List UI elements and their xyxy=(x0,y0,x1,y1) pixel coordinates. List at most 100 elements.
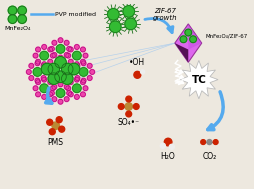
Circle shape xyxy=(64,53,69,57)
Circle shape xyxy=(40,84,48,93)
Circle shape xyxy=(67,91,71,95)
Circle shape xyxy=(40,51,48,60)
Circle shape xyxy=(72,84,81,93)
Circle shape xyxy=(36,47,40,52)
Text: •OH: •OH xyxy=(129,58,145,67)
Polygon shape xyxy=(174,43,187,62)
Circle shape xyxy=(133,71,140,78)
Circle shape xyxy=(125,111,131,117)
Circle shape xyxy=(61,63,73,75)
Text: PVP modified: PVP modified xyxy=(55,12,96,17)
Circle shape xyxy=(48,73,59,84)
Polygon shape xyxy=(174,24,201,62)
Circle shape xyxy=(48,59,53,64)
Circle shape xyxy=(179,36,186,43)
Circle shape xyxy=(48,80,53,84)
Circle shape xyxy=(80,59,85,64)
Circle shape xyxy=(83,53,88,58)
Circle shape xyxy=(74,62,79,67)
Circle shape xyxy=(50,86,55,91)
Circle shape xyxy=(48,63,59,75)
Circle shape xyxy=(56,89,65,97)
Circle shape xyxy=(49,129,55,135)
Circle shape xyxy=(89,70,94,74)
Circle shape xyxy=(18,15,26,23)
Circle shape xyxy=(87,64,92,68)
Circle shape xyxy=(58,126,65,132)
Circle shape xyxy=(81,78,86,83)
Circle shape xyxy=(74,94,79,99)
Circle shape xyxy=(72,51,81,60)
Circle shape xyxy=(46,119,53,125)
Circle shape xyxy=(164,138,171,146)
Circle shape xyxy=(189,36,196,43)
Circle shape xyxy=(80,47,85,52)
Circle shape xyxy=(64,84,69,89)
Circle shape xyxy=(68,59,73,64)
Circle shape xyxy=(8,6,17,15)
Polygon shape xyxy=(179,60,217,99)
Circle shape xyxy=(26,70,31,74)
Circle shape xyxy=(72,70,77,74)
Circle shape xyxy=(29,76,34,81)
Circle shape xyxy=(52,122,59,129)
Circle shape xyxy=(118,104,124,109)
Circle shape xyxy=(55,57,66,68)
Circle shape xyxy=(52,40,57,45)
Circle shape xyxy=(64,97,69,101)
Circle shape xyxy=(125,96,131,102)
Circle shape xyxy=(66,53,70,58)
Circle shape xyxy=(35,61,40,66)
Circle shape xyxy=(66,86,70,91)
Circle shape xyxy=(41,63,53,75)
Circle shape xyxy=(75,76,80,81)
Circle shape xyxy=(36,92,40,97)
Circle shape xyxy=(58,38,63,43)
Circle shape xyxy=(61,73,73,84)
Circle shape xyxy=(56,45,65,53)
Text: CO₂: CO₂ xyxy=(201,152,216,161)
Circle shape xyxy=(33,68,42,76)
Circle shape xyxy=(58,99,63,104)
Circle shape xyxy=(68,80,73,84)
Circle shape xyxy=(41,64,46,68)
Circle shape xyxy=(42,62,46,67)
Circle shape xyxy=(52,53,57,57)
Circle shape xyxy=(33,53,38,58)
Circle shape xyxy=(35,78,40,83)
Circle shape xyxy=(43,70,48,74)
Circle shape xyxy=(41,76,46,81)
Text: PMS: PMS xyxy=(47,138,64,146)
Text: ZIF-67: ZIF-67 xyxy=(154,8,176,14)
Circle shape xyxy=(42,45,46,49)
Circle shape xyxy=(36,59,40,64)
Circle shape xyxy=(8,15,17,23)
Circle shape xyxy=(48,92,53,97)
Text: H₂O: H₂O xyxy=(160,152,175,161)
Circle shape xyxy=(42,94,46,99)
Text: MnFe₂O₄: MnFe₂O₄ xyxy=(4,26,30,31)
Circle shape xyxy=(87,76,92,81)
Circle shape xyxy=(58,55,63,60)
Text: MnFe₂O₄/ZIF-67: MnFe₂O₄/ZIF-67 xyxy=(205,34,247,39)
Circle shape xyxy=(206,139,211,145)
Circle shape xyxy=(55,71,66,82)
Circle shape xyxy=(75,64,80,68)
Circle shape xyxy=(42,77,46,82)
Circle shape xyxy=(133,104,138,109)
Circle shape xyxy=(124,18,136,30)
Circle shape xyxy=(50,53,55,58)
Circle shape xyxy=(169,144,174,149)
Circle shape xyxy=(52,84,57,89)
Circle shape xyxy=(80,92,85,97)
Circle shape xyxy=(29,64,34,68)
Circle shape xyxy=(122,6,134,17)
Circle shape xyxy=(49,46,54,51)
Text: TC: TC xyxy=(191,75,205,85)
Circle shape xyxy=(68,63,80,75)
Circle shape xyxy=(109,21,121,33)
Circle shape xyxy=(33,86,38,91)
Circle shape xyxy=(58,82,63,87)
Circle shape xyxy=(68,92,73,97)
Circle shape xyxy=(79,68,88,76)
